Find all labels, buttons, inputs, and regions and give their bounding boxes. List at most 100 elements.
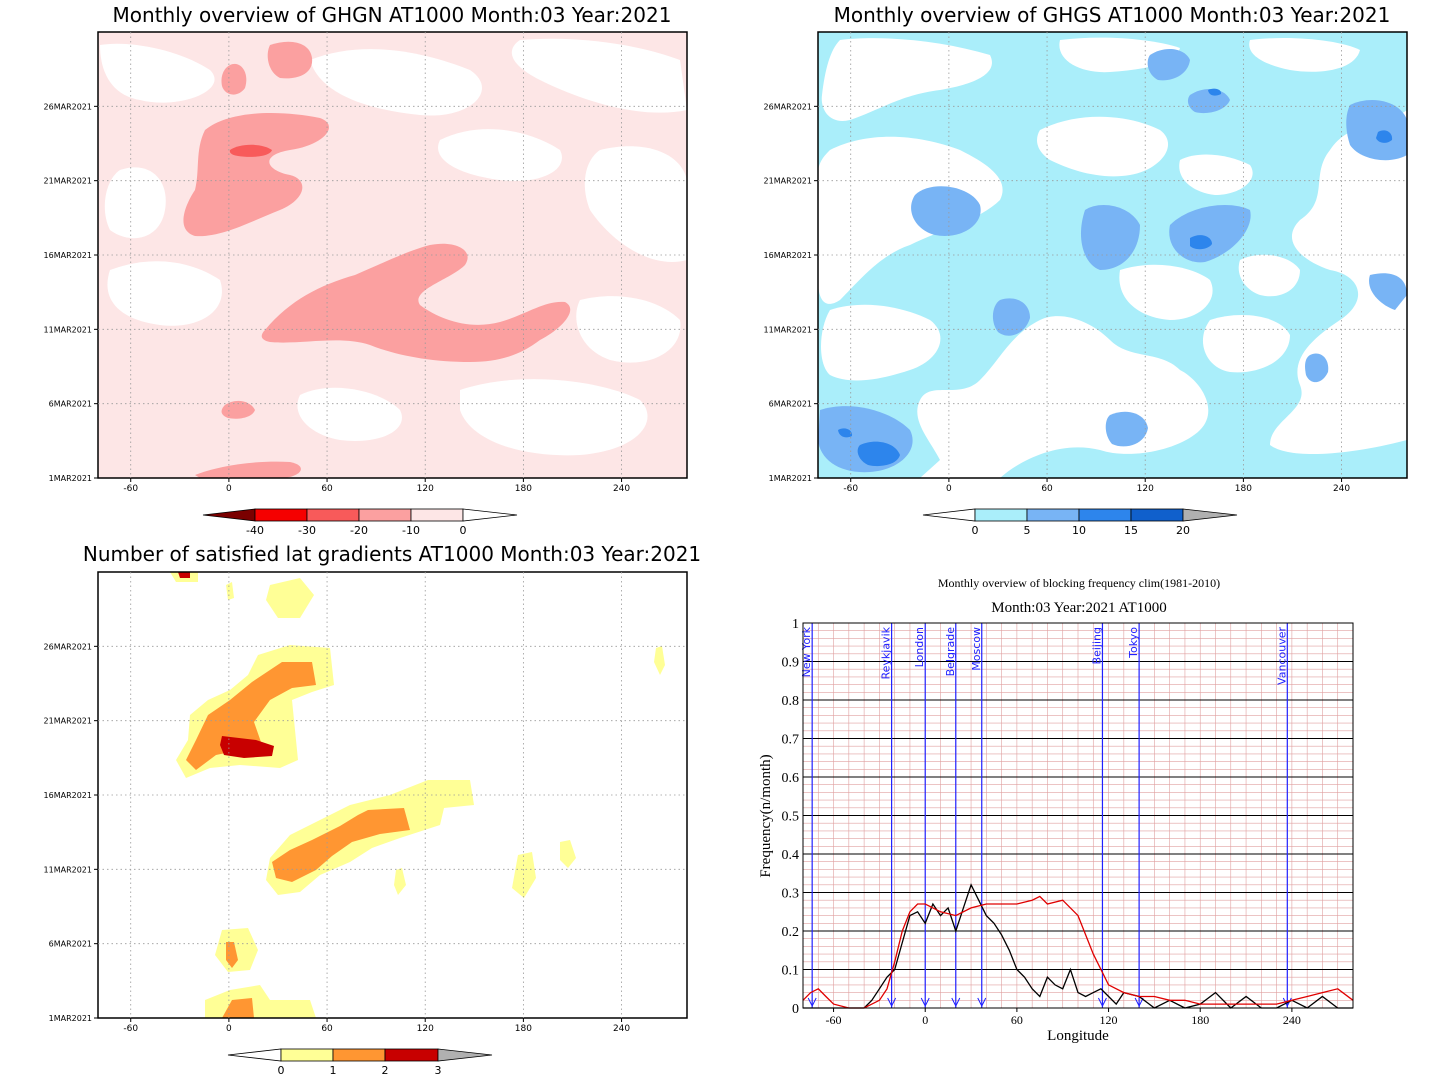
y-tick-label: 26MAR2021 <box>764 102 812 111</box>
y-tick-label: 0.5 <box>782 810 800 825</box>
ghgs-contour-5 <box>1147 48 1190 81</box>
ghgs-colorbar-label: 15 <box>1124 524 1138 537</box>
y-tick-label: 0.3 <box>782 887 800 902</box>
ghgn-x-ticks: -60 0 60 120 180 240 <box>123 478 630 494</box>
x-tick-label: 180 <box>515 484 532 494</box>
x-tick-label: 60 <box>321 484 333 494</box>
ghgs-contour-10 <box>1208 88 1222 96</box>
x-tick-label: 60 <box>321 1024 333 1034</box>
lat-contour-1 <box>266 578 314 618</box>
lat-colorbar-label: 0 <box>278 1064 285 1077</box>
y-tick-label: 26MAR2021 <box>44 642 92 651</box>
ghgn-y-ticks: 1MAR2021 6MAR2021 11MAR2021 16MAR2021 21MAR2… <box>44 102 98 483</box>
blocking-panel: Monthly overview of blocking frequency c… <box>758 576 1354 1044</box>
x-tick-label: 240 <box>613 1024 630 1034</box>
ghgs-colorbar-swatch <box>1182 508 1238 522</box>
blocking-subtitle: Month:03 Year:2021 AT1000 <box>991 600 1166 616</box>
ghgn-contour-10 <box>221 63 247 95</box>
lat-colorbar-swatch <box>227 1048 282 1062</box>
ghgn-colorbar: -40 -30 -20 -10 0 <box>202 508 518 537</box>
y-tick-label: 0 <box>792 1002 799 1017</box>
ghgn-zero-region <box>310 49 482 116</box>
lat-contour-2 <box>226 942 238 968</box>
ghgn-zero-region <box>104 167 166 239</box>
y-tick-label: 11MAR2021 <box>764 325 812 334</box>
ghgs-zero-region <box>1119 264 1213 320</box>
y-tick-label: 21MAR2021 <box>44 177 92 186</box>
blocking-series <box>802 883 1354 1009</box>
blocking-x-axis-label: Longitude <box>1047 1028 1109 1044</box>
ghgn-colorbar-swatch <box>462 508 518 522</box>
ghgs-zero-region <box>1238 254 1300 297</box>
lat-contour-1 <box>226 582 234 600</box>
ghgn-contour-10 <box>183 113 329 237</box>
lat-colorbar-swatch <box>437 1048 493 1062</box>
x-tick-label: 0 <box>226 1024 232 1034</box>
ghgs-zero-region <box>1249 38 1360 72</box>
ghgn-colorbar-swatch <box>254 508 308 522</box>
ghgs-colorbar-label: 0 <box>972 524 979 537</box>
blocking-y-axis-label: Frequency(n/month) <box>758 754 774 877</box>
ghgs-contour-5 <box>1369 273 1407 310</box>
ghgs-contour-10 <box>1190 235 1212 250</box>
lat-colorbar-label: 2 <box>382 1064 389 1077</box>
y-tick-label: 6MAR2021 <box>49 940 92 949</box>
ghgs-title: Monthly overview of GHGS AT1000 Month:03… <box>834 3 1391 27</box>
ghgs-contour-5 <box>1346 100 1407 161</box>
lat-gradients-y-ticks: 1MAR2021 6MAR2021 11MAR2021 16MAR2021 21MAR2… <box>44 642 98 1023</box>
x-tick-label: 180 <box>1235 484 1252 494</box>
ghgs-zero-region <box>1037 116 1169 177</box>
y-tick-label: 0.6 <box>782 771 800 786</box>
ghgn-zero-region <box>100 43 215 103</box>
lat-contour-1 <box>654 646 665 675</box>
ghgs-colorbar: 0 5 10 15 20 <box>922 508 1238 537</box>
ghgn-zero-region <box>584 146 687 262</box>
ghgs-zero-region <box>1179 154 1253 195</box>
x-tick-label: 0 <box>946 484 952 494</box>
city-arrow <box>807 997 817 1008</box>
ghgn-colorbar-label: -10 <box>402 524 420 537</box>
ghgs-panel: Monthly overview of GHGS AT1000 Month:03… <box>764 3 1408 537</box>
y-tick-label: 21MAR2021 <box>44 717 92 726</box>
lat-colorbar-swatch <box>384 1048 439 1062</box>
ghgs-colorbar-label: 5 <box>1024 524 1031 537</box>
ghgn-panel: Monthly overview of GHGN AT1000 Month:03… <box>44 3 688 537</box>
y-tick-label: 1MAR2021 <box>769 474 812 483</box>
ghgn-contour-20 <box>229 144 272 157</box>
lat-contour-1 <box>560 840 576 868</box>
x-tick-label: -60 <box>123 484 138 494</box>
y-tick-label: 0.1 <box>782 964 800 979</box>
lat-gradients-grid <box>98 572 687 1018</box>
ghgs-y-ticks: 1MAR2021 6MAR2021 11MAR2021 16MAR2021 21MAR2… <box>764 102 818 483</box>
ghgs-contour-5 <box>1187 88 1230 114</box>
city-arrow <box>951 997 961 1008</box>
lat-colorbar-swatch <box>280 1048 334 1062</box>
y-tick-label: 0.4 <box>782 848 800 863</box>
ghgs-zero-region <box>818 136 1003 304</box>
ghgs-grid <box>818 32 1407 478</box>
x-tick-label: 120 <box>1100 1013 1118 1027</box>
ghgn-contour-10 <box>195 461 301 478</box>
x-tick-label: 180 <box>515 1024 532 1034</box>
lat-contour-2 <box>222 998 254 1018</box>
ghgs-contour-10 <box>1376 130 1393 143</box>
x-tick-label: 0 <box>922 1013 928 1027</box>
lat-colorbar-label: 1 <box>330 1064 337 1077</box>
y-tick-label: 16MAR2021 <box>764 251 812 260</box>
ghgn-colorbar-swatch <box>306 508 360 522</box>
x-tick-label: 120 <box>417 1024 434 1034</box>
ghgs-contour-5 <box>911 186 981 236</box>
ghgn-colorbar-swatch <box>202 508 256 522</box>
city-arrow <box>920 997 930 1008</box>
y-tick-label: 1 <box>792 617 799 632</box>
x-tick-label: -60 <box>826 1013 842 1027</box>
ghgn-colorbar-swatch <box>358 508 412 522</box>
blocking-y-ticks: 0 0.1 0.2 0.3 0.4 0.5 0.6 0.7 0.8 0.9 1 <box>782 617 800 1017</box>
y-tick-label: 0.8 <box>782 694 800 709</box>
x-tick-label: 240 <box>1333 484 1350 494</box>
lat-gradients-colorbar: 0 1 2 3 <box>227 1048 493 1077</box>
y-tick-label: 26MAR2021 <box>44 102 92 111</box>
y-tick-label: 6MAR2021 <box>769 400 812 409</box>
y-tick-label: 0.2 <box>782 925 800 940</box>
